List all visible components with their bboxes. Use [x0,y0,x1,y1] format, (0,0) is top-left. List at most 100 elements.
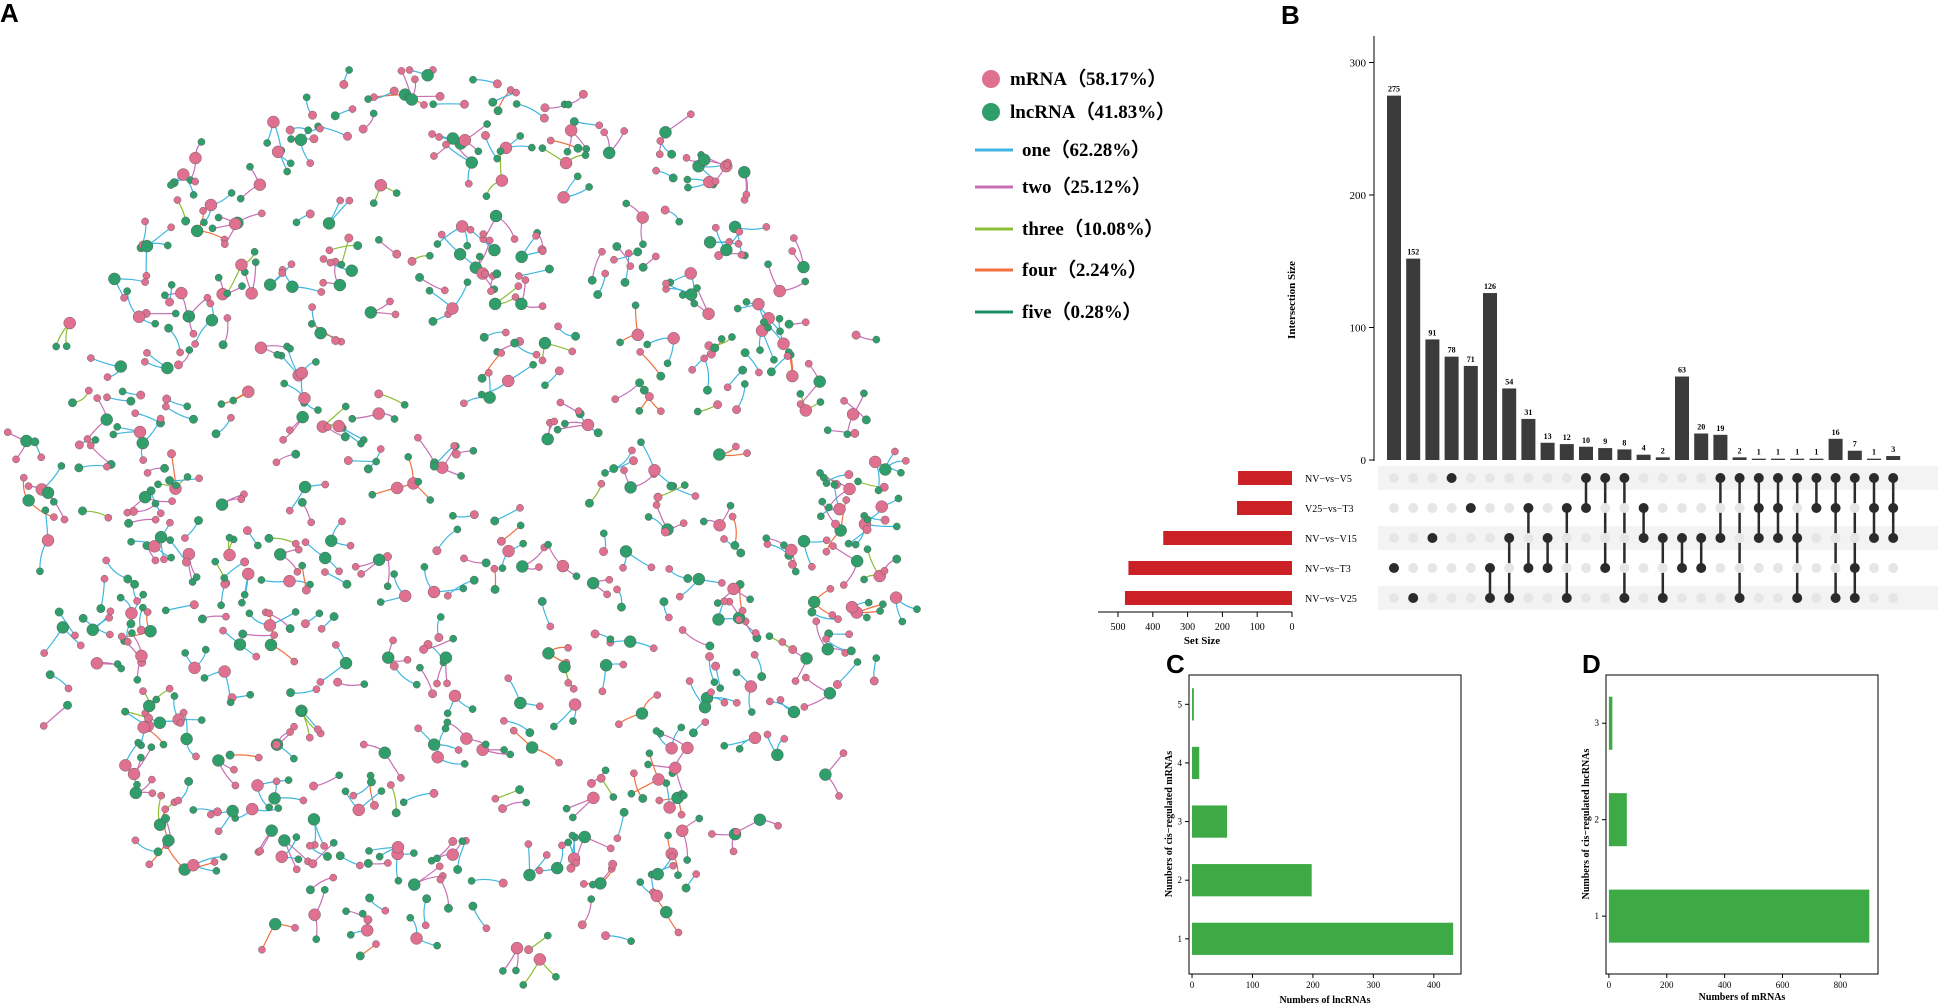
mrna-node [374,179,387,192]
upset-dot [1811,533,1822,543]
mrna-node [432,546,442,556]
upset-bar-label: 2 [1738,446,1742,455]
lncrna-node [96,604,106,614]
upset-dot-active [1581,473,1591,483]
lncrna-node [184,777,194,786]
mrna-node [176,348,184,357]
mrna-node [299,796,308,805]
upset-dot-active [1849,563,1860,573]
lncrna-node [390,570,398,578]
lncrna-node [689,728,698,738]
lncrna-node [453,865,463,874]
mrna-node [148,775,156,784]
lncrna-node [698,701,712,714]
upset-bar-label: 13 [1544,432,1552,441]
mrna-node [251,779,264,792]
mrna-node [405,66,414,74]
upset-bar-label: 63 [1678,366,1686,375]
upset-dot-active [1619,473,1630,483]
lncrna-node [341,402,350,411]
upset-dot [1773,593,1783,603]
upset-dot [1753,563,1764,573]
mrna-node [843,482,856,496]
lncrna-node [312,358,320,366]
upset-dot-active [1734,593,1745,603]
lncrna-node [550,722,558,731]
mrna-node [748,731,762,745]
upset-set-label: NV−vs−V25 [1305,594,1357,605]
mrna-node [720,698,729,707]
mrna-node [783,352,792,360]
upset-dot-active [1792,533,1803,543]
lncrna-node [185,346,194,354]
cis-mrnas-x-title: Numbers of lncRNAs [1279,995,1370,1006]
lncrna-node [892,522,901,531]
mrna-node [173,196,182,204]
mrna-node [601,931,610,941]
mrna-node [657,407,665,416]
mrna-node [660,205,670,215]
mrna-node [732,405,741,415]
lncrna-node [121,707,129,716]
mrna-node [50,513,58,521]
upset-bar [1463,365,1478,460]
lncrna-node [713,448,726,461]
mrna-node [711,177,720,186]
upset-dot [1830,533,1841,543]
mrna-node [636,348,644,356]
mrna-node [446,302,459,315]
upset-bar [1521,418,1536,460]
mrna-node [103,462,111,471]
network-graph [3,66,921,989]
lncrna-node [469,75,477,84]
upset-bar [1732,457,1747,460]
mrna-node [257,209,266,218]
lncrna-node [405,93,418,106]
upset-bar [1598,448,1613,460]
lncrna-node [585,183,593,191]
lncrna-node [280,379,289,388]
upset-dot [1581,533,1591,543]
mrna-node [652,166,660,175]
mrna-node [448,837,458,846]
lncrna-node [335,851,345,861]
lncrna-node [427,738,441,751]
mrna-node [381,906,390,915]
lncrna-node [269,917,282,931]
mrna-node [39,722,48,730]
mrna-node [788,645,798,654]
lncrna-node [529,360,537,369]
mrna-node [679,519,688,527]
mrna-node [83,435,92,443]
mrna-node [24,482,33,490]
lncrna-node [510,338,520,348]
upset-dot [1485,503,1495,513]
lncrna-node [166,536,174,544]
lncrna-node [796,390,805,398]
upset-dot-active [1753,473,1764,483]
upset-dot-active [1773,473,1783,483]
mrna-node [601,269,609,278]
upset-bar [1675,376,1689,460]
lncrna-node [538,336,552,350]
mrna-node [435,133,443,141]
mrna-node [272,458,281,467]
mrna-node [665,613,673,622]
upset-dot [1523,593,1534,603]
mrna-node [626,262,635,270]
lncrna-node [297,498,307,507]
mrna-node [320,842,328,850]
lncrna-node [161,814,170,823]
lncrna-node [830,480,839,489]
lncrna-node [139,590,147,599]
lncrna-node [747,708,756,716]
lncrna-node [659,126,672,139]
lncrna-node [496,147,505,156]
set-size-bars [1124,471,1292,605]
mrna-node [206,299,215,308]
lncrna-node [677,723,686,732]
lncrna-node [441,724,450,733]
mrna-node [738,606,747,615]
cis-lncrnas-x-ticks: 0 200 400 600 800 [1607,974,1848,990]
mrna-node [700,354,708,363]
